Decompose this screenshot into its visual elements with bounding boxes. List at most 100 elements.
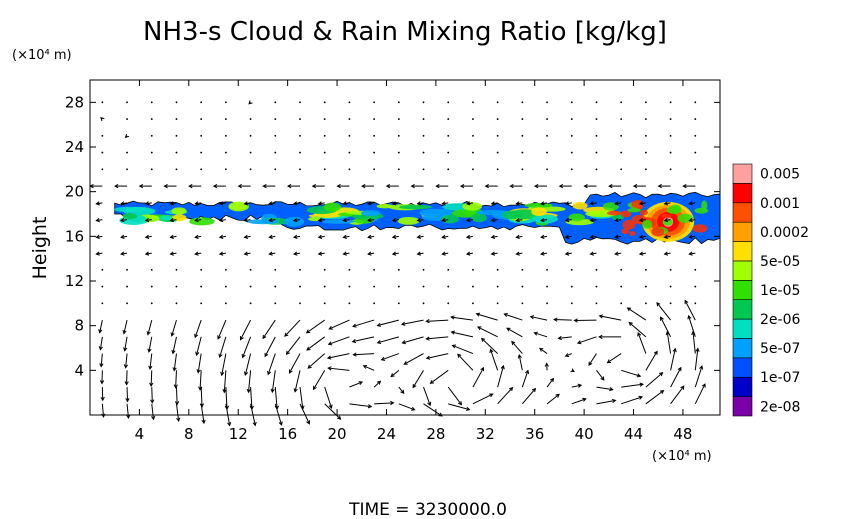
wind-arrow-head — [352, 323, 357, 328]
wind-arrow-head — [243, 218, 249, 223]
colorbar-label: 2e-08 — [760, 399, 800, 415]
y-tick-label: 24 — [65, 138, 84, 156]
cloud-core-patch — [661, 213, 672, 219]
wind-arrow-head — [416, 218, 421, 223]
cloud-patch — [572, 201, 588, 210]
wind-arrow — [620, 168, 623, 171]
wind-arrow-head — [169, 251, 174, 256]
wind-arrow-head — [144, 201, 150, 206]
wind-arrow — [307, 353, 326, 369]
y-axis: 4 8 12 16 20 24 28 — [65, 93, 720, 379]
wind-arrow — [620, 268, 623, 271]
wind-arrow — [496, 151, 499, 154]
wind-arrow-head — [169, 201, 174, 206]
wind-arrow-head — [194, 333, 199, 339]
wind-arrow-head — [489, 393, 494, 398]
wind-arrow — [100, 353, 103, 367]
wind-arrow — [447, 118, 450, 120]
wind-arrow — [530, 316, 548, 321]
wind-arrow — [539, 347, 548, 354]
wind-arrow-head — [227, 422, 232, 427]
cloud-patch — [171, 207, 187, 215]
wind-arrow-head — [614, 234, 619, 239]
x-tick-label: 28 — [426, 425, 445, 443]
wind-arrow-head — [146, 331, 151, 336]
wind-arrow-head — [286, 183, 292, 189]
wind-arrow — [398, 386, 405, 394]
wind-arrow-head — [583, 183, 588, 189]
wind-arrow-head — [425, 355, 431, 360]
wind-arrow — [274, 168, 277, 171]
wind-arrow-head — [490, 234, 496, 239]
wind-arrow — [554, 318, 572, 321]
wind-arrow — [645, 372, 663, 388]
wind-arrow — [200, 151, 203, 154]
wind-arrow — [496, 268, 499, 271]
wind-arrow — [546, 101, 548, 104]
wind-arrow-head — [701, 383, 706, 388]
wind-arrow — [224, 168, 227, 171]
wind-arrow — [323, 268, 326, 271]
wind-arrow — [175, 134, 178, 137]
wind-arrow-head — [480, 337, 486, 342]
wind-arrow — [521, 285, 524, 288]
x-tick-label: 8 — [184, 425, 194, 443]
wind-arrow — [694, 285, 697, 288]
wind-arrow — [397, 268, 400, 271]
wind-arrow — [447, 302, 450, 305]
wind-arrow — [496, 302, 499, 305]
wind-arrow — [588, 353, 597, 366]
wind-arrow-head — [659, 390, 665, 395]
wind-arrow-head — [588, 361, 593, 366]
wind-arrow — [299, 285, 301, 288]
wind-arrow-head — [609, 387, 614, 392]
y-tick-label: 8 — [74, 317, 84, 335]
wind-arrow — [595, 101, 598, 104]
wind-arrow — [200, 101, 203, 104]
wind-arrow-head — [144, 234, 150, 239]
wind-arrow — [147, 319, 153, 335]
wind-arrow-head — [429, 379, 435, 384]
wind-arrow-head — [342, 218, 347, 223]
colorbar-swatch — [732, 202, 753, 223]
wind-arrow — [150, 370, 153, 387]
wind-arrow — [644, 285, 647, 288]
wind-arrow-head — [123, 364, 129, 369]
wind-arrow — [397, 134, 400, 137]
wind-arrow-head — [99, 363, 104, 368]
wind-arrow-head — [425, 336, 430, 341]
wind-arrow — [274, 101, 277, 104]
wind-arrow-head — [163, 183, 168, 189]
cloud-patch — [502, 210, 522, 220]
wind-arrow — [299, 168, 301, 171]
wind-arrow — [224, 101, 227, 104]
wind-arrow — [447, 386, 462, 405]
wind-arrow-head — [123, 347, 128, 352]
colorbar-swatch — [732, 260, 753, 281]
wind-arrow-head — [293, 388, 298, 393]
wind-arrow — [299, 268, 301, 271]
wind-arrow — [274, 268, 277, 271]
wind-arrow — [348, 101, 351, 104]
wind-arrow-head — [582, 397, 587, 402]
wind-arrow-head — [438, 412, 443, 417]
wind-arrow-head — [327, 366, 332, 371]
cloud-patch — [441, 214, 459, 224]
wind-arrow — [348, 134, 351, 137]
wind-arrow — [390, 369, 400, 377]
colorbar-swatch — [732, 357, 753, 378]
wind-arrow-head — [218, 234, 224, 239]
wind-arrow — [377, 319, 399, 327]
wind-arrow — [404, 353, 424, 365]
cloud-patch — [321, 219, 355, 224]
wind-arrow — [496, 168, 499, 171]
wind-arrow — [570, 118, 573, 120]
wind-arrow-head — [124, 133, 130, 139]
wind-arrow-head — [171, 349, 176, 355]
wind-arrow — [496, 101, 499, 104]
wind-arrow-head — [539, 347, 544, 352]
wind-arrow — [452, 344, 474, 355]
wind-arrow-head — [262, 334, 267, 340]
wind-vectors — [89, 100, 706, 427]
colorbar-swatch — [732, 280, 753, 300]
